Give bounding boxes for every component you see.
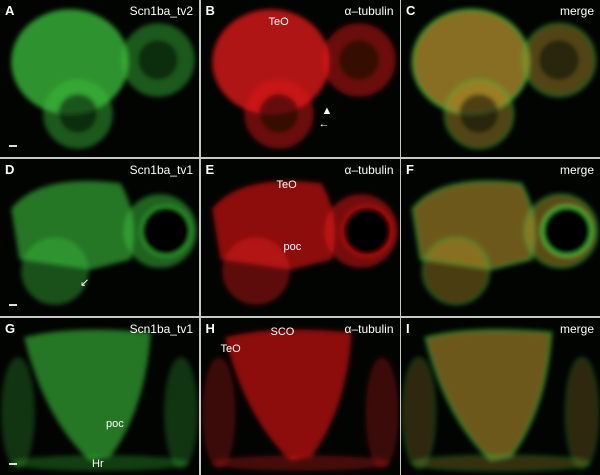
micrograph-image bbox=[401, 328, 600, 472]
panel-letter: A bbox=[5, 3, 15, 18]
scale-bar bbox=[9, 304, 17, 306]
micrograph-image bbox=[211, 9, 396, 149]
panel-letter: D bbox=[5, 162, 15, 177]
scale-bar bbox=[9, 145, 17, 147]
channel-label: Scn1ba_tv1 bbox=[129, 322, 193, 336]
panel-i: I merge bbox=[401, 318, 600, 475]
panel-d: D Scn1ba_tv1 ↙ bbox=[0, 159, 199, 316]
panel-letter: I bbox=[406, 321, 410, 336]
micrograph-image bbox=[201, 329, 399, 471]
annotation: TeO bbox=[268, 16, 289, 28]
micrograph-image bbox=[211, 181, 398, 305]
channel-label: Scn1ba_tv1 bbox=[129, 163, 193, 177]
channel-label: merge bbox=[559, 163, 594, 177]
panel-f: F merge bbox=[401, 159, 600, 316]
annotation: poc bbox=[106, 418, 124, 430]
annotation: ▲ bbox=[321, 105, 333, 117]
channel-label: merge bbox=[559, 322, 594, 336]
channel-label: Scn1ba_tv2 bbox=[129, 4, 193, 18]
channel-label: α–tubulin bbox=[344, 4, 394, 18]
channel-label: α–tubulin bbox=[344, 322, 394, 336]
annotation: poc bbox=[283, 241, 302, 253]
panel-letter: C bbox=[406, 3, 416, 18]
annotation: ← bbox=[318, 118, 330, 130]
scale-bar bbox=[9, 463, 17, 465]
annotation: TeO bbox=[220, 343, 241, 355]
micrograph-image bbox=[411, 8, 597, 150]
micrograph-image bbox=[11, 9, 195, 149]
micrograph-image bbox=[11, 181, 197, 305]
panel-a: A Scn1ba_tv2 bbox=[0, 0, 199, 157]
micrograph-image bbox=[411, 180, 599, 306]
panel-letter: B bbox=[205, 3, 215, 18]
panel-letter: H bbox=[205, 321, 215, 336]
channel-label: α–tubulin bbox=[344, 163, 394, 177]
annotation: SCO bbox=[270, 326, 295, 338]
panel-letter: G bbox=[5, 321, 16, 336]
micrograph-image bbox=[1, 329, 198, 471]
panel-e: E α–tubulin TeO poc bbox=[200, 159, 400, 316]
channel-label: merge bbox=[559, 4, 594, 18]
panel-c: C merge bbox=[401, 0, 600, 157]
annotation: Hr bbox=[92, 458, 104, 470]
panel-letter: F bbox=[406, 162, 414, 177]
annotation: TeO bbox=[276, 179, 297, 191]
panel-letter: E bbox=[205, 162, 215, 177]
annotation: ↙ bbox=[80, 277, 90, 289]
panel-h: H α–tubulin SCO TeO bbox=[200, 318, 400, 475]
panel-b: B α–tubulin TeO ▲ ← bbox=[200, 0, 400, 157]
